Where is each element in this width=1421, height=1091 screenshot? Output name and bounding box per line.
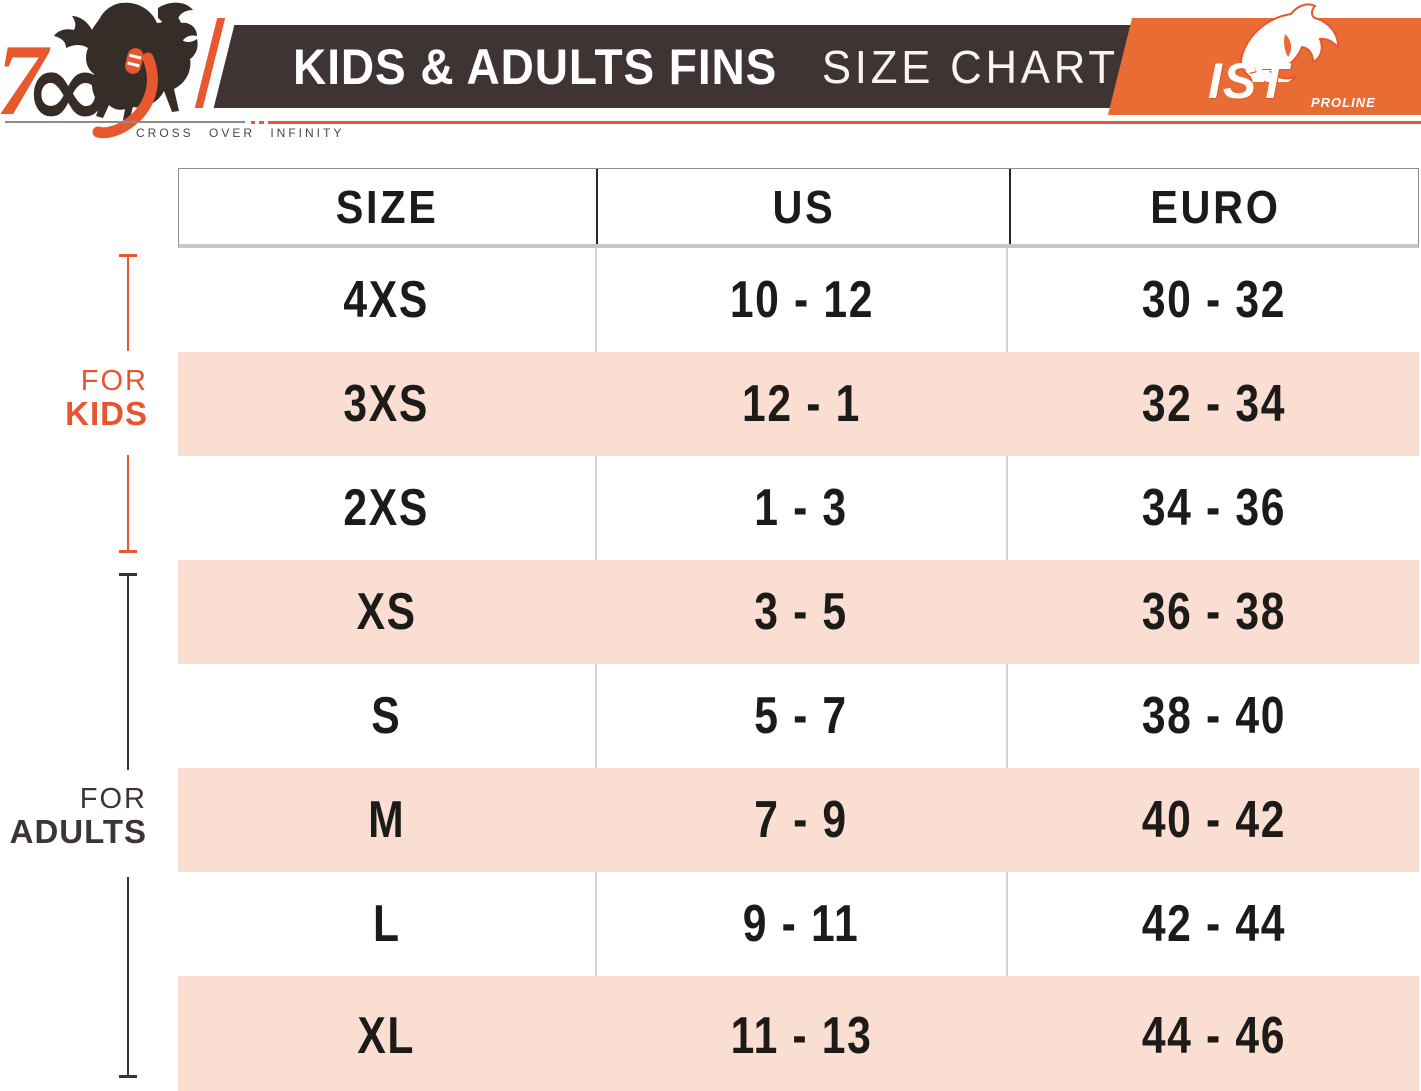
header-cell-euro: EURO [1009, 169, 1420, 244]
cell-size: XL [178, 976, 595, 1091]
table-row: 3XS 12 - 1 32 - 34 [178, 352, 1419, 456]
table-row: XL 11 - 13 44 - 46 [178, 976, 1419, 1091]
size-value: XS [356, 583, 417, 641]
us-value: 3 - 5 [754, 583, 849, 641]
size-value: M [367, 791, 406, 849]
kids-bracket-cap-bottom [119, 550, 137, 553]
adults-label-for: FOR [79, 783, 147, 815]
us-value: 12 - 1 [742, 375, 861, 433]
cell-euro: 30 - 32 [1008, 248, 1419, 352]
logo-tagline: CROSS OVER INFINITY [136, 126, 345, 140]
cell-us: 9 - 11 [595, 872, 1008, 976]
cell-euro: 44 - 46 [1008, 976, 1419, 1091]
dolphin-icon [1239, 3, 1340, 82]
us-value: 10 - 12 [729, 271, 874, 329]
cell-size: M [178, 768, 595, 872]
kids-bracket-cap-top [119, 254, 137, 257]
page-title: KIDS & ADULTS FINS SIZE CHART [266, 25, 1132, 108]
ist-proline-text: PROLINE [1311, 95, 1376, 110]
header-rule-gray [5, 121, 245, 123]
header-us-label: US [772, 180, 835, 233]
euro-value: 32 - 34 [1141, 375, 1286, 433]
adults-bracket-line [127, 877, 129, 1075]
us-value: 11 - 13 [730, 1007, 873, 1065]
euro-value: 38 - 40 [1141, 687, 1286, 745]
page-title-bold: KIDS & ADULTS FINS [292, 38, 777, 95]
cell-euro: 38 - 40 [1008, 664, 1419, 768]
adults-bracket-line [127, 576, 129, 770]
table-row: S 5 - 7 38 - 40 [178, 664, 1419, 768]
rule-dot [251, 121, 255, 124]
cell-us: 12 - 1 [595, 352, 1008, 456]
size-value: 3XS [343, 375, 430, 433]
header-euro-label: EURO [1150, 180, 1281, 233]
us-value: 9 - 11 [743, 895, 860, 953]
header-cell-us: US [596, 169, 1009, 244]
cell-euro: 40 - 42 [1008, 768, 1419, 872]
cell-us: 7 - 9 [595, 768, 1008, 872]
cell-us: 1 - 3 [595, 456, 1008, 560]
us-value: 5 - 7 [754, 687, 849, 745]
euro-value: 40 - 42 [1141, 791, 1286, 849]
ist-logo: IST PROLINE [1158, 0, 1421, 118]
logo-badge [125, 48, 144, 74]
kids-label-for: FOR [80, 365, 148, 397]
euro-value: 44 - 46 [1141, 1007, 1286, 1065]
kids-group-label: FOR KIDS [28, 366, 148, 432]
ist-brand-text: IST [1208, 53, 1289, 109]
cell-euro: 36 - 38 [1008, 560, 1419, 664]
size-value: S [371, 687, 402, 745]
table-row: XS 3 - 5 36 - 38 [178, 560, 1419, 664]
cell-euro: 32 - 34 [1008, 352, 1419, 456]
adults-group-label: FOR ADULTS [0, 784, 147, 850]
kids-bracket-line [127, 455, 129, 550]
euro-value: 34 - 36 [1141, 479, 1286, 537]
header-size-label: SIZE [336, 180, 439, 233]
cell-us: 10 - 12 [595, 248, 1008, 352]
cell-euro: 34 - 36 [1008, 456, 1419, 560]
cell-size: L [178, 872, 595, 976]
table-header-row: SIZE US EURO [178, 168, 1419, 248]
rule-dot [259, 121, 264, 124]
table-row: L 9 - 11 42 - 44 [178, 872, 1419, 976]
adults-label-adults: ADULTS [9, 812, 147, 850]
cell-us: 3 - 5 [595, 560, 1008, 664]
size-value: XL [357, 1007, 416, 1065]
size-table: SIZE US EURO 4XS 10 - 12 30 - 32 3XS 12 … [178, 168, 1419, 1091]
table-row: 2XS 1 - 3 34 - 36 [178, 456, 1419, 560]
page-title-light: SIZE CHART [821, 40, 1119, 93]
kids-label-kids: KIDS [65, 394, 148, 432]
euro-value: 42 - 44 [1141, 895, 1286, 953]
cell-us: 11 - 13 [595, 976, 1008, 1091]
cell-size: XS [178, 560, 595, 664]
adults-bracket-cap-bottom [119, 1075, 137, 1078]
header-rule-orange [268, 121, 1421, 124]
cell-size: 2XS [178, 456, 595, 560]
cell-size: 4XS [178, 248, 595, 352]
cell-size: 3XS [178, 352, 595, 456]
cell-euro: 42 - 44 [1008, 872, 1419, 976]
us-value: 7 - 9 [754, 791, 849, 849]
table-row: 4XS 10 - 12 30 - 32 [178, 248, 1419, 352]
logo-seven: 7 [0, 24, 51, 137]
brand-logo: 7 ∞ [0, 2, 198, 148]
kids-bracket-line [127, 257, 129, 351]
size-value: 4XS [343, 271, 430, 329]
cell-us: 5 - 7 [595, 664, 1008, 768]
table-row: M 7 - 9 40 - 42 [178, 768, 1419, 872]
euro-value: 30 - 32 [1141, 271, 1286, 329]
header-cell-size: SIZE [179, 169, 596, 244]
logo-swoosh [92, 52, 158, 139]
cell-size: S [178, 664, 595, 768]
us-value: 1 - 3 [754, 479, 849, 537]
euro-value: 36 - 38 [1141, 583, 1286, 641]
size-value: L [372, 895, 401, 953]
adults-bracket-cap-top [119, 573, 137, 576]
size-value: 2XS [343, 479, 430, 537]
